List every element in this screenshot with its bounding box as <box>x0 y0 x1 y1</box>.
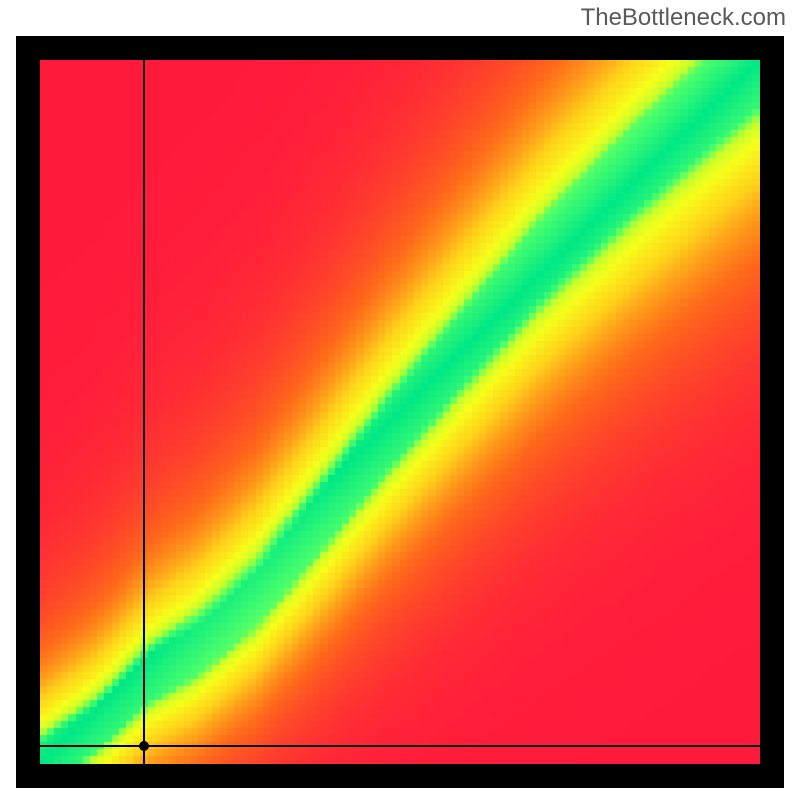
watermark-text: TheBottleneck.com <box>581 4 786 32</box>
bottleneck-heatmap-container <box>16 36 784 788</box>
crosshair-vertical-line <box>143 60 145 764</box>
heatmap-canvas <box>40 60 760 764</box>
heatmap-plot-area <box>40 60 760 764</box>
crosshair-marker-dot <box>139 741 149 751</box>
